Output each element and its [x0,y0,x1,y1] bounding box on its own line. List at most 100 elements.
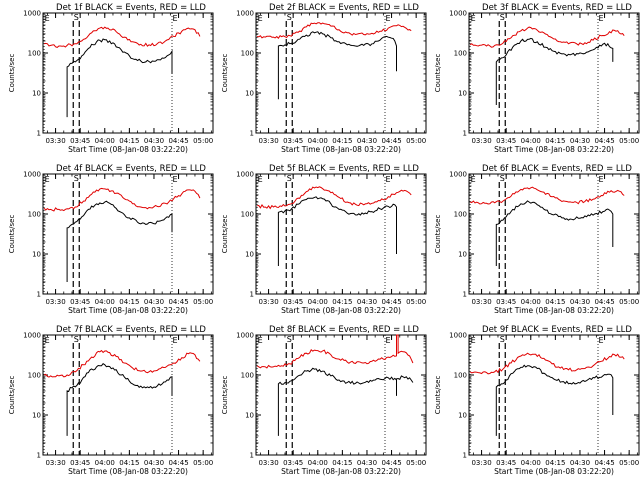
x-tick-label: 03:45 [496,137,516,145]
marker-label-s: S [287,174,292,183]
x-tick-label: 04:00 [308,298,328,306]
x-axis-label: Start Time (08-Jan-08 03:22:20) [494,467,614,476]
x-tick-label: 04:45 [594,298,614,306]
marker-label-s: S [500,335,505,344]
x-tick-label: 04:00 [95,137,115,145]
x-tick-label: 04:45 [594,459,614,467]
x-axis-label: Start Time (08-Jan-08 03:22:20) [68,145,188,154]
marker-label-s: S [74,13,79,22]
panel-4: Det 4f BLACK = Events, RED = LLD Counts/s… [8,164,214,315]
lld-series-line [43,187,201,212]
x-tick-label: 05:00 [406,298,426,306]
marker-label-s: S [500,13,505,22]
axes-frame [42,173,214,295]
x-tick-label: 04:30 [570,298,590,306]
x-tick-label: 05:00 [619,137,639,145]
x-tick-label: 04:30 [357,137,377,145]
lld-series-line [256,334,414,369]
y-tick-label: 100 [28,50,41,58]
x-tick-label: 04:45 [381,459,401,467]
marker-label-e: E [471,336,476,345]
y-tick-label: 1000 [449,171,467,179]
y-axis-label: Counts/sec [434,54,442,93]
x-tick-label: 04:00 [521,459,541,467]
y-tick-label: 1000 [236,10,254,18]
events-series-line [495,37,614,105]
x-tick-label: 05:00 [406,459,426,467]
y-axis-label: Counts/sec [434,376,442,415]
panel-9: Det 9f BLACK = Events, RED = LLD Counts/s… [434,325,640,476]
x-tick-label: 04:00 [95,459,115,467]
y-tick-label: 1 [463,130,467,138]
panel-7: Det 7f BLACK = Events, RED = LLD Counts/s… [8,325,214,476]
marker-label-e: E [471,14,476,23]
axes-frame [468,173,640,295]
x-tick-label: 05:00 [406,137,426,145]
marker-label-e: E [258,175,263,184]
marker-label-e: E [385,175,390,184]
x-tick-label: 04:45 [168,298,188,306]
x-tick-label: 03:30 [471,459,491,467]
y-tick-label: 1000 [236,332,254,340]
lld-series-line [469,186,625,205]
panel-title: Det 3f BLACK = Events, RED = LLD [482,3,632,13]
axes-frame [468,12,640,134]
x-tick-label: 04:15 [545,459,565,467]
panel-title: Det 5f BLACK = Events, RED = LLD [269,164,419,174]
lld-series-line [43,26,201,48]
events-series-line [66,363,173,436]
x-axis-label: Start Time (08-Jan-08 03:22:20) [494,145,614,154]
x-tick-label: 04:15 [119,459,139,467]
y-tick-label: 1 [463,291,467,299]
x-tick-label: 04:15 [332,298,352,306]
y-tick-label: 1 [37,130,41,138]
x-tick-label: 04:30 [144,137,164,145]
axes-frame [255,334,427,456]
x-tick-label: 04:15 [332,137,352,145]
marker-label-s: S [287,335,292,344]
lld-series-line [469,352,625,375]
y-tick-label: 100 [241,50,254,58]
x-tick-label: 04:30 [357,298,377,306]
y-tick-label: 1 [250,452,254,460]
x-tick-label: 04:45 [594,137,614,145]
x-tick-label: 03:45 [70,459,90,467]
y-axis-label: Counts/sec [8,54,16,93]
y-tick-label: 10 [32,412,41,420]
y-tick-label: 100 [28,372,41,380]
y-tick-label: 1 [250,130,254,138]
x-tick-label: 04:15 [119,137,139,145]
axes-frame [255,173,427,295]
panel-title: Det 7f BLACK = Events, RED = LLD [56,325,206,335]
marker-label-s: S [287,13,292,22]
x-tick-label: 03:45 [70,137,90,145]
y-tick-label: 10 [458,90,467,98]
y-axis-label: Counts/sec [434,215,442,254]
x-tick-label: 03:45 [283,137,303,145]
x-tick-label: 04:00 [521,137,541,145]
x-tick-label: 04:15 [545,298,565,306]
panel-title: Det 4f BLACK = Events, RED = LLD [56,164,206,174]
events-series-line [66,200,173,282]
marker-label-e: E [45,336,50,345]
x-tick-label: 04:00 [308,137,328,145]
y-tick-label: 10 [458,251,467,259]
x-tick-label: 04:45 [168,137,188,145]
marker-label-e: E [172,336,177,345]
x-tick-label: 03:30 [45,298,65,306]
x-tick-label: 03:45 [283,298,303,306]
lld-series-line [256,22,412,39]
panel-6: Det 6f BLACK = Events, RED = LLD Counts/s… [434,164,640,315]
marker-label-e: E [598,175,603,184]
axes-frame [255,12,427,134]
y-tick-label: 100 [241,211,254,219]
marker-label-e: E [385,14,390,23]
x-axis-label: Start Time (08-Jan-08 03:22:20) [281,145,401,154]
events-series-line [495,364,614,436]
x-axis-label: Start Time (08-Jan-08 03:22:20) [68,306,188,315]
y-tick-label: 100 [28,211,41,219]
marker-label-s: S [500,174,505,183]
y-tick-label: 1000 [23,332,41,340]
y-tick-label: 100 [454,211,467,219]
